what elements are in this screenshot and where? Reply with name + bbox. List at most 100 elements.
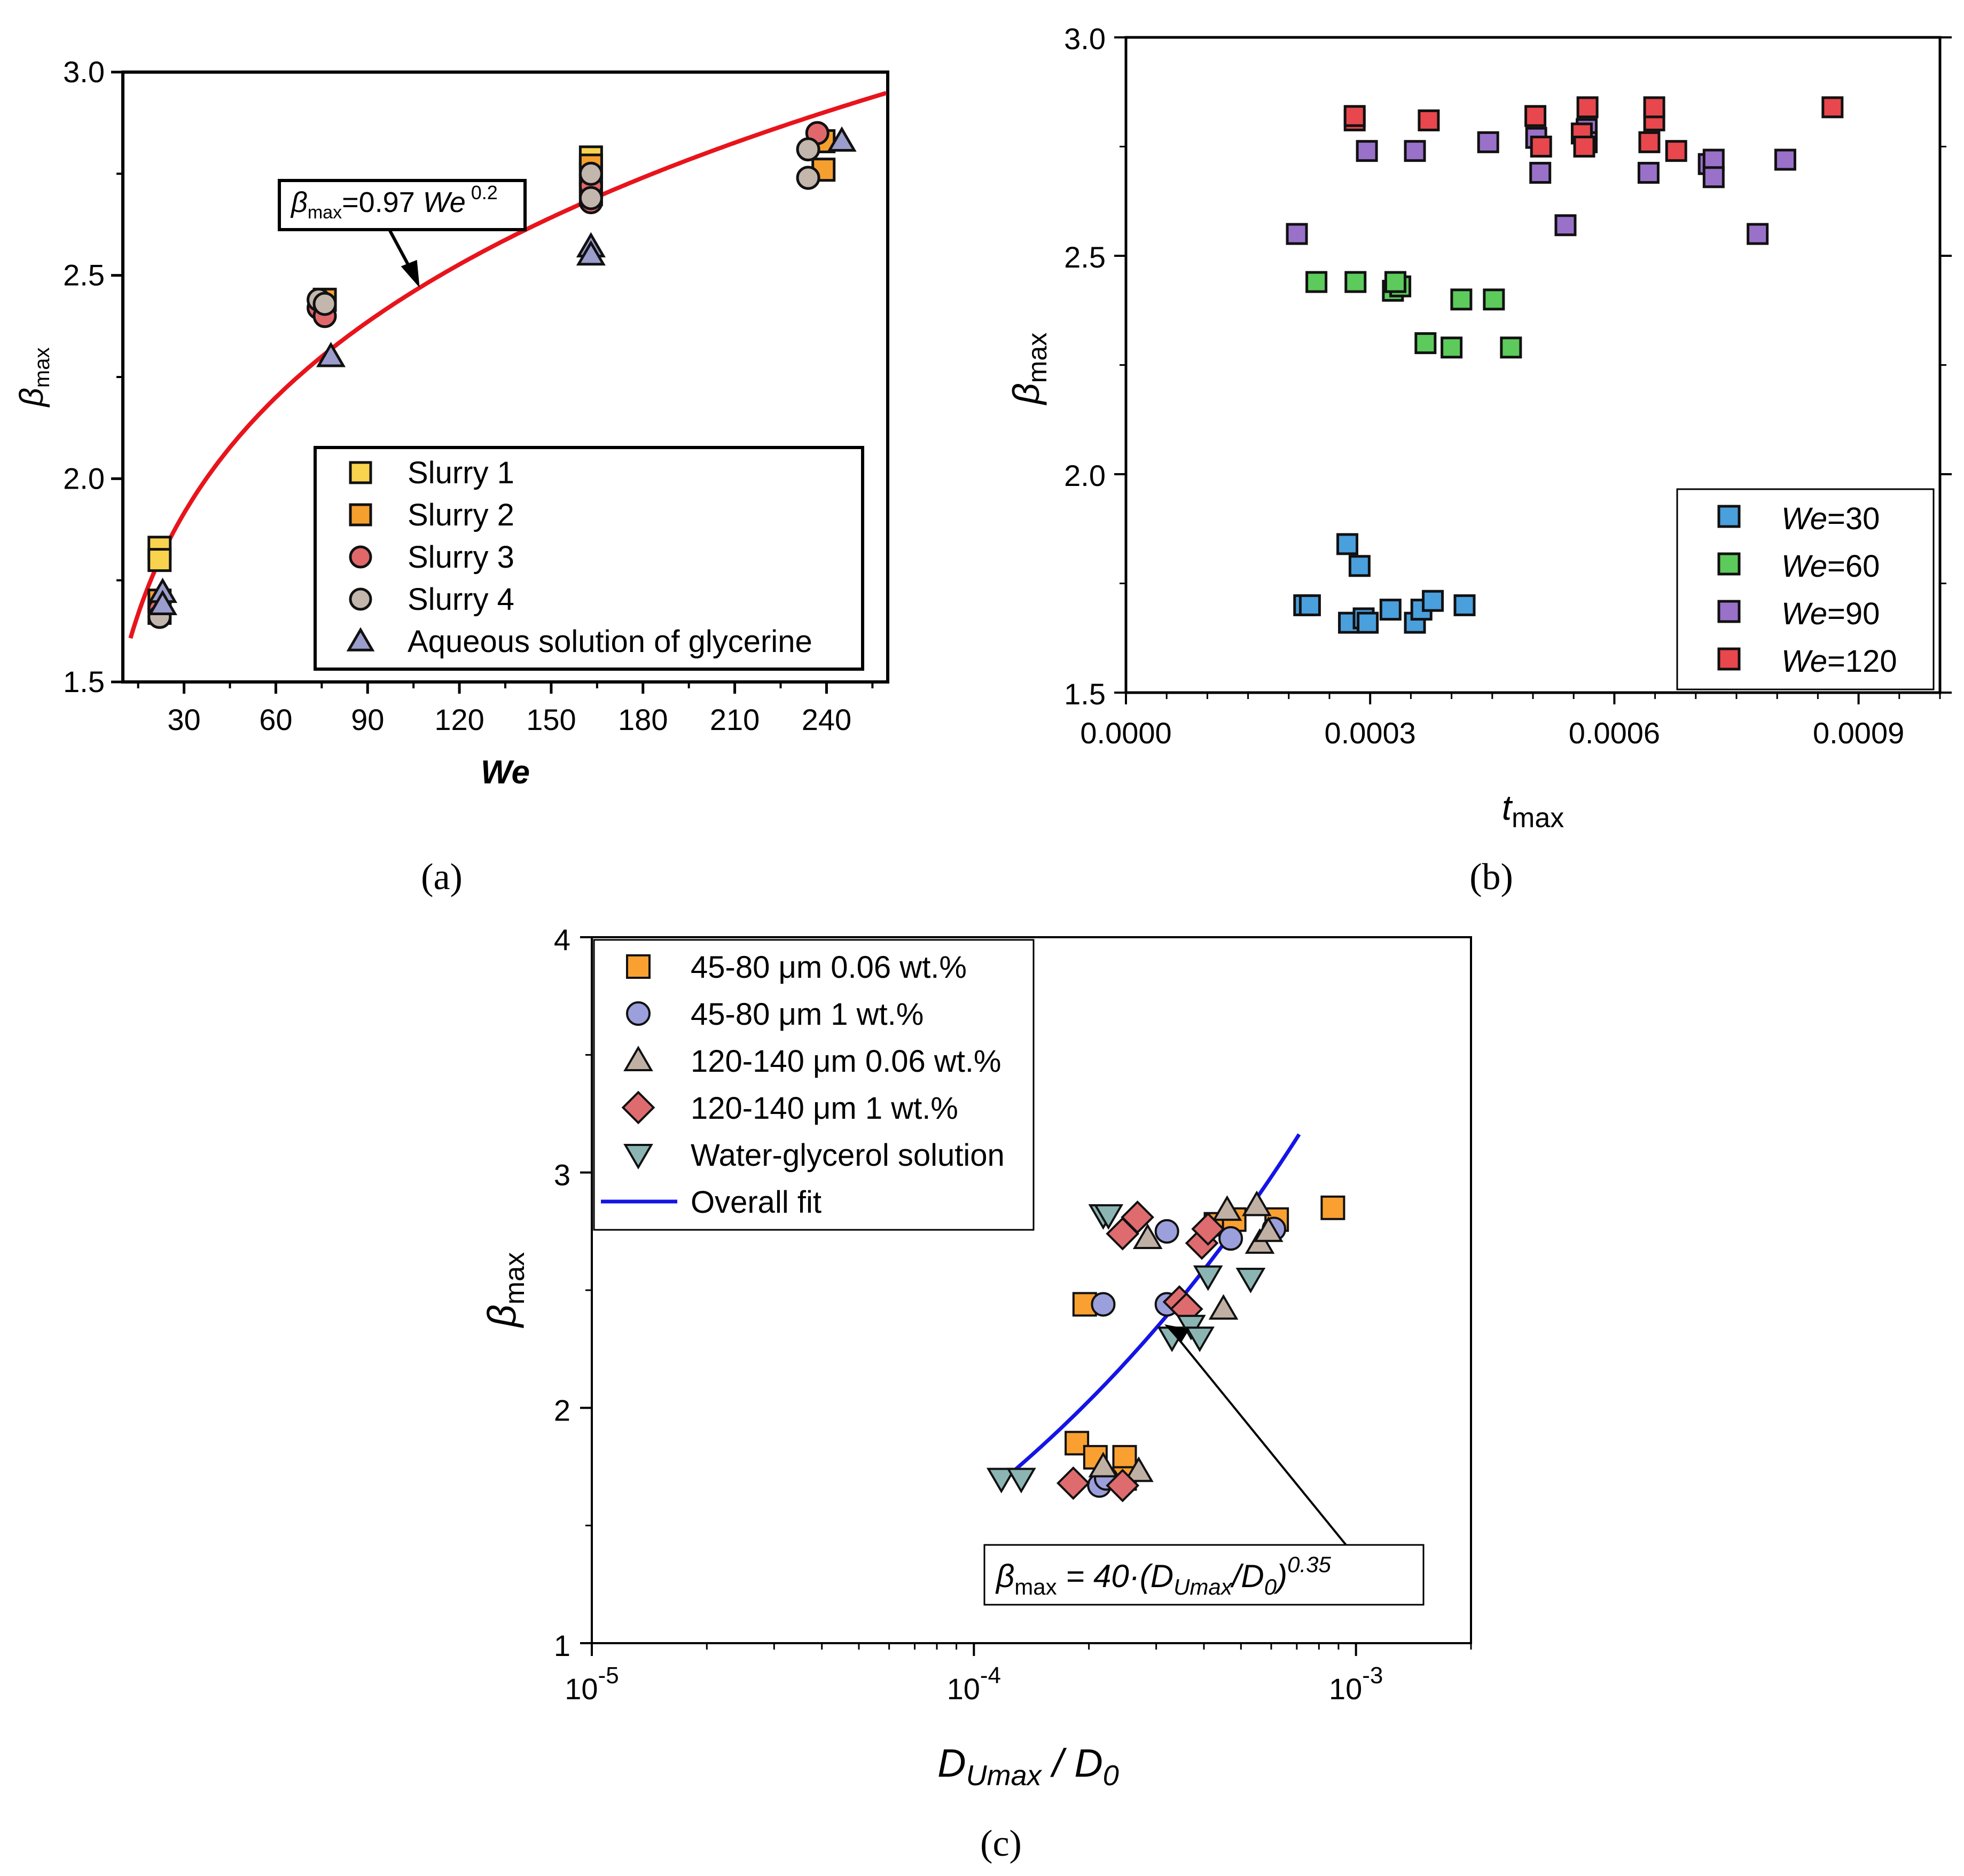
y-tick-label-a: 3.0	[63, 55, 105, 89]
y-tick-label-a: 1.5	[63, 665, 105, 698]
data-point-we-120	[1343, 105, 1366, 127]
data-point-120-140-m-0-06-wt	[1253, 1216, 1284, 1242]
y-tick-label-a: 2.0	[63, 461, 105, 495]
data-point-120-140-m-0-06-wt	[1088, 1451, 1118, 1478]
data-point-we-60	[1500, 336, 1522, 359]
legend-marker-we-90	[1717, 600, 1741, 623]
data-point-45-80-m-1-wt	[1091, 1292, 1116, 1317]
data-point-we-120	[1643, 96, 1665, 119]
data-point-we-30	[1336, 533, 1359, 555]
data-point-we-60	[1344, 271, 1367, 293]
legend-label-we-60: We=60	[1781, 549, 1880, 584]
legend-label-slurry-3: Slurry 3	[408, 540, 514, 575]
data-point-we-90	[1747, 223, 1769, 245]
data-point-120-140-m-0-06-wt	[1132, 1223, 1163, 1250]
fit-label-beta: β	[290, 186, 308, 218]
data-point-we-60	[1305, 271, 1328, 293]
data-point-aqueous-solution-of-glycerine	[576, 240, 606, 266]
x-tick-label-c: 10-3	[1329, 1662, 1383, 1706]
data-point-aqueous-solution-of-glycerine	[827, 126, 857, 152]
legend-marker-120-140-m-0-06-wt	[623, 1046, 653, 1071]
fit-annotation-a: βmax=0.97 We 0.2	[278, 179, 527, 288]
x-axis-label-c-tail-sub: 0	[1103, 1760, 1119, 1792]
legend-label-we-120: We=120	[1781, 644, 1897, 679]
caption-b: (b)	[1469, 857, 1513, 898]
x-tick-label-a: 120	[434, 703, 484, 736]
legend-marker-slurry-1	[349, 461, 372, 484]
y-tick-label-b: 1.5	[1064, 677, 1106, 711]
data-point-we-90	[1356, 140, 1378, 162]
data-point-aqueous-solution-of-glycerine	[316, 342, 346, 367]
legend-marker-120-140-m-1-wt	[621, 1090, 655, 1125]
legend-c: 45-80 μm 0.06 wt.% 45-80 μm 1 wt.% 120-140…	[593, 939, 1035, 1231]
data-point-120-140-m-0-06-wt	[1212, 1195, 1242, 1221]
fit-label-sub: max	[308, 202, 342, 223]
data-point-we-120	[1418, 109, 1440, 131]
legend-label-aqueous-solution-of-glycerine: Aqueous solution of glycerine	[408, 624, 812, 659]
fit-eq-mid-sub: Umax	[1173, 1574, 1233, 1599]
data-point-we-120	[1665, 140, 1687, 162]
y-tick-label-b: 3.0	[1064, 22, 1106, 56]
caption-c: (c)	[980, 1823, 1022, 1864]
legend-marker-we-60	[1717, 552, 1741, 576]
data-point-we-60	[1414, 332, 1437, 355]
annotation-arrow-c	[1169, 1327, 1347, 1546]
legend-label-we-90: We=90	[1781, 596, 1880, 631]
fit-label-exp: 0.2	[466, 182, 498, 203]
data-point-water-glycerol-solution	[1185, 1326, 1215, 1353]
data-point-we-30	[1357, 611, 1379, 634]
x-tick-label-b: 0.0003	[1325, 716, 1416, 750]
fit-eq-tail-sub: 0	[1264, 1574, 1277, 1599]
legend-label-slurry-1: Slurry 1	[408, 456, 514, 490]
legend-marker-45-80-m-1-wt	[626, 1001, 651, 1026]
data-point-we-90	[1404, 140, 1426, 162]
legend-marker-45-80-m-0-06-wt	[626, 954, 651, 979]
x-axis-label-b: tmax	[1502, 788, 1564, 834]
legend-marker-slurry-2	[349, 503, 372, 527]
y-axis-label-b: βmax	[1005, 333, 1052, 405]
legend-label-45-80-m-0-06-wt: 45-80 μm 0.06 wt.%	[691, 950, 967, 985]
data-point-we-30	[1348, 555, 1371, 577]
chart-panel-c: 1 2 3 4 10-5 10-4 10-3 βmax = 40·(DUmax/D0)0.…	[480, 923, 1472, 1864]
x-axis-label-c-sub: Umax	[966, 1760, 1043, 1792]
data-point-water-glycerol-solution	[1093, 1204, 1124, 1230]
data-point-we-90	[1529, 162, 1552, 184]
legend-label-slurry-2: Slurry 2	[408, 498, 514, 532]
y-tick-label-c: 3	[554, 1158, 570, 1192]
legend-label-we-30: We=30	[1781, 501, 1880, 536]
data-point-we-30	[1453, 594, 1476, 616]
x-tick-label-b: 0.0000	[1080, 716, 1171, 750]
data-point-we-90	[1554, 214, 1577, 237]
x-axis-label-c-d: D	[937, 1741, 966, 1785]
data-point-we-120	[1530, 136, 1552, 158]
fit-eq-exp: 0.35	[1287, 1552, 1331, 1577]
y-tick-label-c: 2	[554, 1393, 570, 1427]
x-axis-label-c-tail: / D	[1042, 1741, 1103, 1785]
x-axis-label-a: We	[481, 754, 530, 791]
fit-label-var: We	[423, 186, 466, 218]
svg-text:βmax=0.97 We 0.2: βmax=0.97 We 0.2	[290, 182, 498, 223]
y-axis-label-c: βmax	[480, 1252, 530, 1329]
data-point-we-30	[1422, 590, 1444, 612]
x-axis-label-c: DUmax / D0	[937, 1741, 1119, 1792]
data-point-slurry-4	[796, 166, 820, 190]
fit-eq-beta: β	[995, 1558, 1014, 1594]
fit-label-mid: =0.97	[342, 186, 423, 218]
data-point-aqueous-solution-of-glycerine	[147, 590, 178, 615]
caption-a: (a)	[421, 857, 463, 898]
data-point-we-30	[1298, 594, 1321, 616]
data-point-we-30	[1379, 599, 1402, 621]
x-tick-label-a: 60	[259, 703, 292, 736]
x-tick-label-a: 150	[526, 703, 576, 736]
chart-panel-a: 1.52.02.53.0 30 60 90 120 150 180 210 240 βmax=…	[13, 55, 889, 898]
data-point-slurry-4	[578, 161, 603, 186]
data-point-we-90	[1702, 148, 1725, 171]
y-tick-label-c: 1	[554, 1629, 570, 1662]
data-point-120-140-m-1-wt	[1056, 1466, 1090, 1500]
data-point-120-140-m-0-06-wt	[1208, 1294, 1239, 1320]
legend-label-120-140-m-0-06-wt: 120-140 μm 0.06 wt.%	[691, 1044, 1001, 1079]
fit-eq-beta-sub: max	[1014, 1574, 1057, 1599]
y-tick-label-c: 4	[554, 923, 570, 956]
data-point-we-120	[1638, 131, 1661, 153]
